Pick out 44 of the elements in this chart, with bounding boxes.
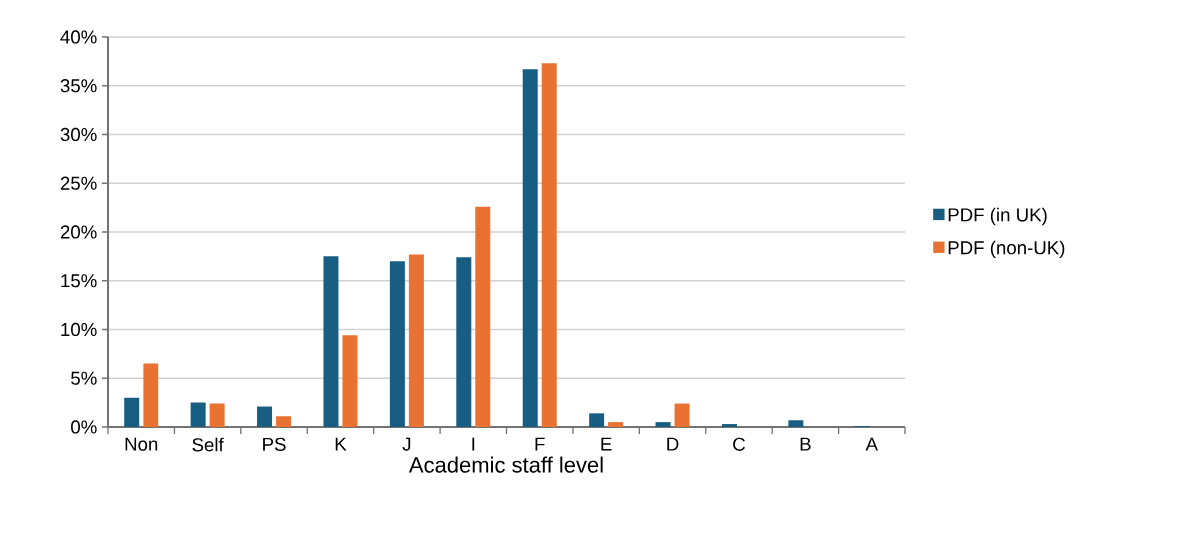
bar xyxy=(456,257,472,427)
y-tick-label: 20% xyxy=(60,225,97,239)
x-tick-label: B xyxy=(800,437,811,451)
x-tick-label: I xyxy=(472,437,475,451)
x-tick-label: PS xyxy=(263,437,286,451)
bar xyxy=(475,206,491,427)
bar xyxy=(276,416,292,427)
x-tick-label: F xyxy=(535,437,545,451)
bar xyxy=(190,402,206,427)
x-tick-label: D xyxy=(667,437,679,451)
x-tick-label: J xyxy=(402,437,411,451)
x-tick-label: Self xyxy=(192,437,224,452)
bar xyxy=(522,69,538,427)
bar xyxy=(589,413,605,427)
legend-label: PDF (non-UK) xyxy=(948,240,1065,259)
bar xyxy=(257,406,273,427)
bar xyxy=(342,335,358,427)
bar xyxy=(541,63,557,427)
bar xyxy=(323,256,339,427)
bar xyxy=(721,424,737,427)
bar xyxy=(124,397,140,427)
x-tick-label: A xyxy=(865,437,878,451)
y-tick-label: 35% xyxy=(60,79,97,93)
bar xyxy=(674,403,690,427)
bar xyxy=(788,420,804,427)
bar xyxy=(608,422,624,427)
x-tick-label: C xyxy=(733,437,745,451)
bar xyxy=(408,254,424,427)
y-tick-label: 40% xyxy=(60,30,97,44)
bar xyxy=(209,403,225,427)
legend-label: PDF (in UK) xyxy=(948,207,1047,226)
x-tick-label: Non xyxy=(125,437,158,451)
y-tick-label: 10% xyxy=(61,322,97,337)
y-tick-label: 15% xyxy=(61,274,97,288)
y-tick-label: 5% xyxy=(71,371,97,385)
y-tick-label: 30% xyxy=(60,127,97,142)
bar xyxy=(143,363,159,427)
bar xyxy=(389,261,405,427)
x-tick-label: K xyxy=(335,437,347,451)
y-tick-label: 0% xyxy=(71,420,97,434)
bar xyxy=(655,422,671,427)
y-tick-label: 25% xyxy=(60,176,97,190)
x-axis-title: Academic staff level xyxy=(408,456,603,473)
x-tick-label: E xyxy=(601,437,612,451)
